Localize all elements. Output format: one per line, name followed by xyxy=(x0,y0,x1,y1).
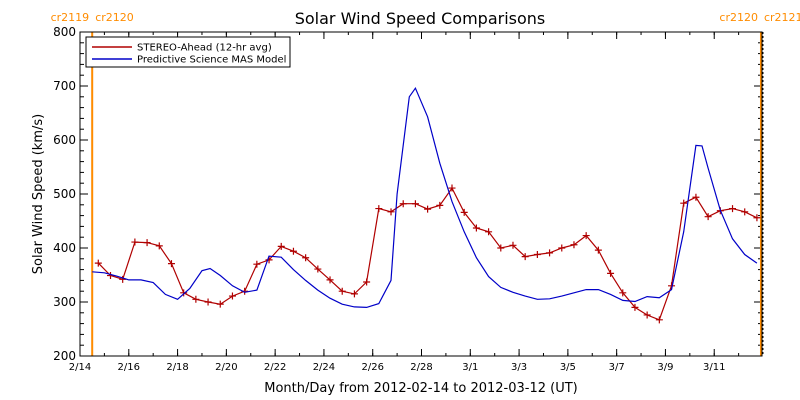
data-point-marker xyxy=(363,278,371,286)
x-tick-label: 2/22 xyxy=(264,362,286,373)
data-point-marker xyxy=(436,201,444,209)
x-tick-label: 3/11 xyxy=(703,362,725,373)
data-point-marker xyxy=(570,241,578,249)
x-tick-label: 3/9 xyxy=(657,362,673,373)
data-point-marker xyxy=(167,260,175,268)
data-point-marker xyxy=(375,205,383,213)
data-point-marker xyxy=(521,253,529,261)
chart-title: Solar Wind Speed Comparisons xyxy=(295,9,546,28)
data-point-marker xyxy=(631,303,639,311)
data-point-marker xyxy=(143,239,151,247)
x-tick-label: 3/1 xyxy=(462,362,478,373)
x-tick-label: 2/18 xyxy=(166,362,188,373)
data-point-marker xyxy=(253,260,261,268)
y-tick-label: 700 xyxy=(53,79,76,93)
x-tick-label: 3/5 xyxy=(560,362,576,373)
carrington-marker-lines xyxy=(91,32,764,356)
data-point-marker xyxy=(399,200,407,208)
series-layer xyxy=(92,86,761,324)
data-point-marker xyxy=(655,316,663,324)
data-point-marker xyxy=(131,238,139,246)
data-point-marker xyxy=(424,205,432,213)
carrington-labels: cr2119 cr2120 cr2120 cr2121 xyxy=(51,11,800,24)
data-point-marker xyxy=(326,276,334,284)
data-point-marker xyxy=(94,259,102,267)
x-tick-label: 2/24 xyxy=(313,362,335,373)
data-point-marker xyxy=(472,224,480,232)
data-point-marker xyxy=(497,244,505,252)
data-point-marker xyxy=(619,289,627,297)
y-tick-label: 600 xyxy=(53,133,76,147)
legend: STEREO-Ahead (12-hr avg)Predictive Scien… xyxy=(85,36,291,68)
y-tick-label: 300 xyxy=(53,295,76,309)
data-point-marker xyxy=(350,290,358,298)
data-point-marker xyxy=(180,289,188,297)
x-tick-label: 2/20 xyxy=(215,362,237,373)
y-tick-label: 400 xyxy=(53,241,76,255)
data-point-marker xyxy=(216,300,224,308)
carrington-label-right: cr2121 xyxy=(764,11,800,24)
data-point-marker xyxy=(607,269,615,277)
carrington-label-left: cr2120 xyxy=(719,11,758,24)
plot-frame xyxy=(79,31,763,357)
x-axis-label: Month/Day from 2012-02-14 to 2012-03-12 … xyxy=(264,381,577,396)
legend-label: Predictive Science MAS Model xyxy=(137,55,286,66)
legend-label: STEREO-Ahead (12-hr avg) xyxy=(137,43,272,54)
data-point-marker xyxy=(692,193,700,201)
data-point-marker xyxy=(485,228,493,236)
data-point-marker xyxy=(314,265,322,273)
data-point-marker xyxy=(558,244,566,252)
data-point-marker xyxy=(741,208,749,216)
data-point-marker xyxy=(338,287,346,295)
data-point-marker xyxy=(643,311,651,319)
data-point-marker xyxy=(155,242,163,250)
carrington-label-left: cr2119 xyxy=(51,11,90,24)
x-tick-label: 2/26 xyxy=(361,362,383,373)
data-point-marker xyxy=(387,208,395,216)
data-point-marker xyxy=(460,208,468,216)
data-point-marker xyxy=(228,292,236,300)
data-point-marker xyxy=(277,242,285,250)
x-tick-label: 2/16 xyxy=(118,362,140,373)
y-tick-label: 500 xyxy=(53,187,76,201)
x-tick-label: 3/7 xyxy=(609,362,625,373)
x-tick-label: 3/3 xyxy=(511,362,527,373)
data-point-marker xyxy=(704,213,712,221)
y-axis-label: Solar Wind Speed (km/s) xyxy=(31,114,46,274)
y-axis: 200 300 400 500 600 700 800 xyxy=(53,25,762,363)
data-point-marker xyxy=(582,232,590,240)
data-point-marker xyxy=(546,249,554,257)
x-tick-label: 2/14 xyxy=(69,362,91,373)
carrington-label-right: cr2120 xyxy=(95,11,134,24)
y-tick-label: 200 xyxy=(53,349,76,363)
legend-box xyxy=(85,36,291,68)
data-point-marker xyxy=(509,241,517,249)
data-point-marker xyxy=(411,200,419,208)
data-point-marker xyxy=(192,295,200,303)
data-point-marker xyxy=(204,298,212,306)
data-point-marker xyxy=(302,254,310,262)
data-point-marker xyxy=(448,184,456,192)
data-point-marker xyxy=(729,205,737,213)
data-point-marker xyxy=(594,246,602,254)
y-tick-label: 800 xyxy=(53,25,76,39)
data-point-marker xyxy=(289,247,297,255)
data-point-marker xyxy=(753,214,761,222)
series-line-mas-model xyxy=(92,86,758,309)
x-tick-label: 2/28 xyxy=(410,362,432,373)
data-point-marker xyxy=(680,199,688,207)
data-point-marker xyxy=(533,250,541,258)
